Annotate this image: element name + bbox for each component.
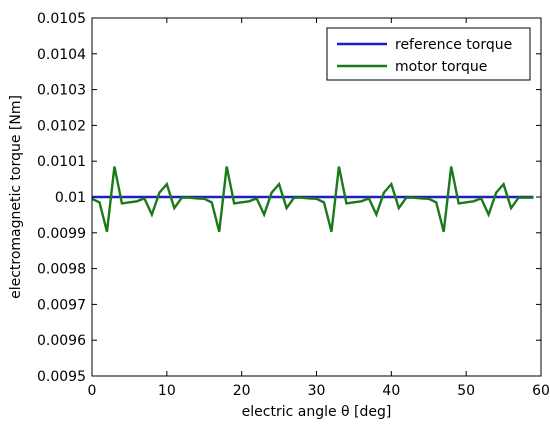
x-axis-label: electric angle θ [deg]: [242, 404, 392, 420]
y-tick-label: 0.0104: [37, 47, 86, 63]
y-tick-label: 0.0102: [37, 118, 86, 134]
y-tick-label: 0.0101: [37, 154, 86, 170]
y-tick-label: 0.0097: [37, 297, 86, 313]
x-tick-label: 60: [532, 383, 550, 399]
legend-entry: motor torque: [395, 59, 487, 75]
series-line-motor-torque: [91, 166, 534, 233]
legend: reference torque motor torque: [326, 27, 531, 81]
legend-box: [326, 27, 531, 81]
x-axis-ticks: 0 10 20 30 40 50 60: [88, 18, 550, 399]
series-layer: [91, 166, 534, 233]
x-tick-label: 30: [308, 383, 326, 399]
x-tick-label: 0: [88, 383, 97, 399]
legend-entry: reference torque: [395, 37, 512, 53]
y-tick-label: 0.0095: [37, 369, 86, 385]
y-tick-label: 0.0099: [37, 226, 86, 242]
y-tick-label: 0.0098: [37, 262, 86, 278]
y-tick-label: 0.01: [55, 190, 86, 206]
y-tick-label: 0.0096: [37, 333, 86, 349]
y-axis-label: electromagnetic torque [Nm]: [8, 95, 24, 299]
x-tick-label: 40: [382, 383, 400, 399]
y-tick-label: 0.0105: [37, 11, 86, 27]
y-axis-ticks: 0.0095 0.0096 0.0097 0.0098 0.0099 0.01 0.0101…: [37, 11, 541, 385]
plot-frame: [91, 17, 542, 377]
x-tick-label: 10: [158, 383, 176, 399]
x-tick-label: 20: [233, 383, 251, 399]
y-tick-label: 0.0103: [37, 83, 86, 99]
x-tick-label: 50: [457, 383, 475, 399]
